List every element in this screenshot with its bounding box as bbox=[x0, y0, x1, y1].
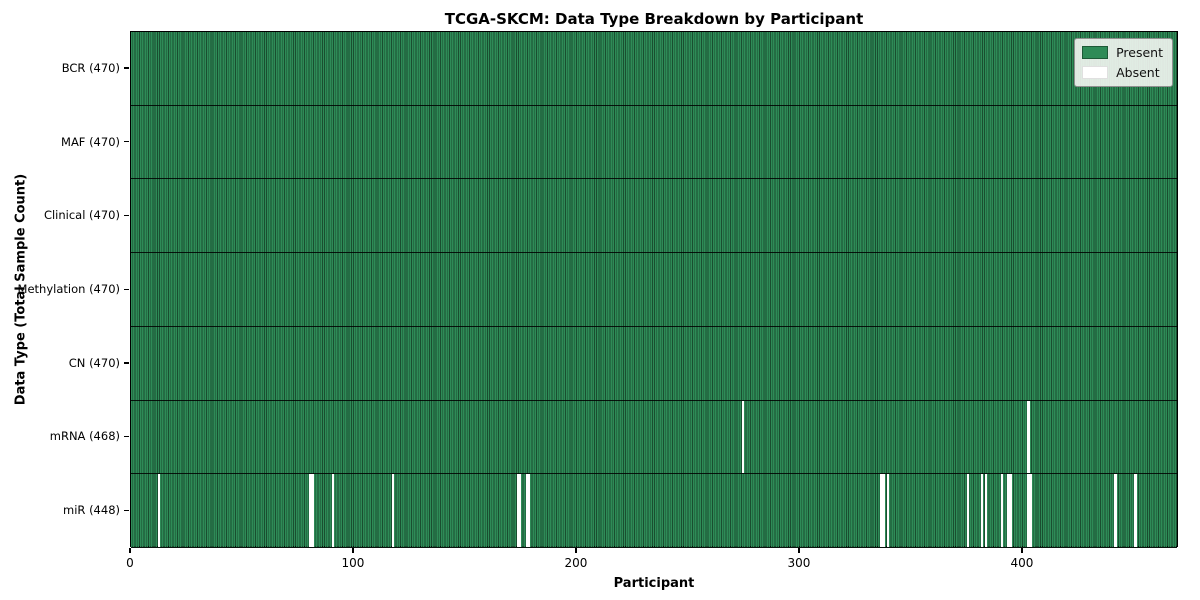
legend-label: Present bbox=[1116, 45, 1163, 60]
data-row-Clinical bbox=[131, 179, 1177, 254]
absent-marker bbox=[311, 474, 314, 547]
x-tick-mark bbox=[1021, 548, 1023, 553]
x-tick-label: 300 bbox=[787, 556, 811, 570]
absent-marker bbox=[1134, 474, 1137, 547]
data-row-miR bbox=[131, 474, 1177, 548]
absent-marker bbox=[985, 474, 988, 547]
y-tick-mark bbox=[124, 435, 129, 438]
absent-marker bbox=[741, 400, 745, 474]
x-tick-label: 400 bbox=[1010, 556, 1034, 570]
legend-swatch-absent bbox=[1082, 66, 1109, 79]
legend: Present Absent bbox=[1074, 38, 1173, 87]
absent-marker bbox=[391, 474, 395, 547]
absent-marker bbox=[880, 474, 883, 547]
y-tick-label: Clinical (470) bbox=[43, 208, 120, 223]
y-tick-label: miR (448) bbox=[63, 503, 120, 518]
y-tick-mark bbox=[124, 288, 129, 290]
y-tick-label: BCR (470) bbox=[61, 60, 120, 75]
data-row-mRNA bbox=[131, 400, 1177, 475]
absent-marker bbox=[1027, 400, 1030, 474]
y-tick-label: Methylation (470) bbox=[17, 282, 120, 296]
y-tick-mark bbox=[124, 214, 129, 217]
y-tick-mark bbox=[124, 509, 129, 511]
absent-marker bbox=[1027, 474, 1030, 547]
absent-marker bbox=[527, 474, 531, 547]
absent-marker bbox=[525, 474, 528, 547]
x-tick-mark bbox=[575, 548, 577, 553]
absent-marker bbox=[882, 474, 885, 547]
legend-item-present: Present bbox=[1082, 45, 1163, 60]
legend-item-absent: Absent bbox=[1082, 65, 1163, 80]
absent-marker bbox=[157, 474, 160, 547]
absent-marker bbox=[518, 474, 522, 547]
chart-title: TCGA-SKCM: Data Type Breakdown by Partic… bbox=[444, 10, 864, 28]
data-row-Methylation bbox=[131, 253, 1177, 327]
y-tick-label: CN (470) bbox=[68, 355, 120, 370]
absent-marker bbox=[1029, 474, 1032, 547]
y-tick-label: mRNA (468) bbox=[49, 429, 120, 444]
x-tick-mark bbox=[129, 548, 131, 553]
x-tick-mark bbox=[798, 548, 800, 553]
data-row-CN bbox=[131, 326, 1177, 401]
plot-area: Present Absent bbox=[130, 31, 1178, 548]
absent-marker bbox=[516, 474, 519, 547]
x-tick-label: 0 bbox=[126, 556, 134, 570]
y-tick-mark bbox=[124, 141, 129, 143]
absent-marker bbox=[967, 474, 970, 547]
y-tick-label: MAF (470) bbox=[61, 134, 120, 149]
legend-label: Absent bbox=[1116, 65, 1160, 80]
absent-marker bbox=[1009, 474, 1012, 547]
absent-marker bbox=[886, 474, 890, 547]
x-tick-label: 200 bbox=[564, 556, 588, 570]
x-axis-label: Participant bbox=[613, 576, 695, 591]
absent-marker bbox=[309, 474, 312, 547]
absent-marker bbox=[1114, 474, 1117, 547]
legend-swatch-present bbox=[1082, 46, 1109, 59]
data-row-BCR bbox=[131, 32, 1177, 106]
x-tick-mark bbox=[352, 548, 354, 553]
x-tick-label: 100 bbox=[341, 556, 365, 570]
y-tick-mark bbox=[124, 362, 129, 364]
absent-marker bbox=[331, 474, 334, 547]
y-tick-mark bbox=[124, 67, 129, 69]
absent-marker bbox=[1000, 474, 1003, 547]
absent-marker bbox=[1007, 474, 1010, 547]
absent-marker bbox=[980, 474, 983, 547]
data-row-MAF bbox=[131, 105, 1177, 180]
